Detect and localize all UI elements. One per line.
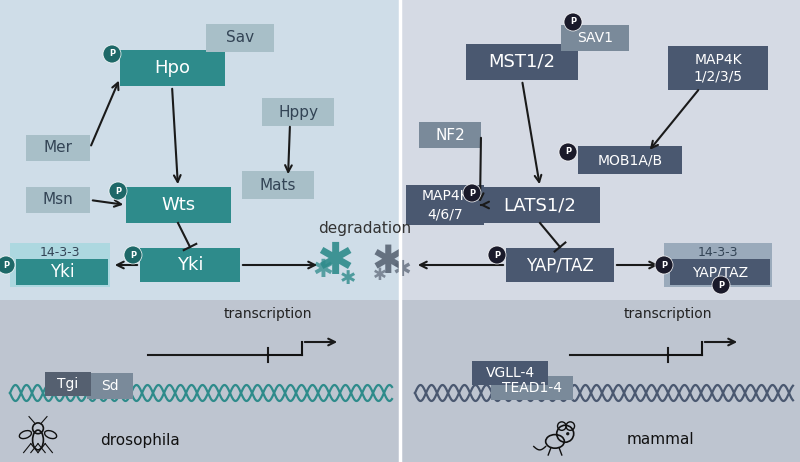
Bar bbox=[87, 373, 133, 399]
Text: Sd: Sd bbox=[101, 379, 119, 393]
Text: ✱: ✱ bbox=[316, 241, 354, 284]
Text: Yki: Yki bbox=[177, 256, 203, 274]
Text: YAP/TAZ: YAP/TAZ bbox=[526, 256, 594, 274]
Text: transcription: transcription bbox=[624, 307, 712, 321]
Text: ✱: ✱ bbox=[340, 268, 356, 287]
Bar bbox=[0, 0, 400, 300]
Text: Sav: Sav bbox=[226, 30, 254, 45]
Text: 1/2/3/5: 1/2/3/5 bbox=[694, 69, 742, 83]
Text: transcription: transcription bbox=[224, 307, 312, 321]
Bar bbox=[119, 50, 225, 86]
Bar bbox=[578, 146, 682, 174]
Bar bbox=[561, 25, 629, 51]
Text: MAP4K: MAP4K bbox=[421, 189, 469, 203]
Text: MST1/2: MST1/2 bbox=[489, 53, 555, 71]
Bar bbox=[16, 259, 108, 285]
Text: ✱: ✱ bbox=[372, 243, 404, 281]
Bar bbox=[506, 248, 614, 282]
Text: P: P bbox=[494, 250, 500, 260]
Text: P: P bbox=[718, 280, 724, 290]
Text: YAP/TAZ: YAP/TAZ bbox=[692, 265, 748, 279]
Circle shape bbox=[103, 45, 121, 63]
Bar bbox=[262, 98, 334, 126]
Bar bbox=[10, 243, 110, 287]
Circle shape bbox=[712, 276, 730, 294]
Circle shape bbox=[566, 432, 569, 435]
Text: P: P bbox=[565, 147, 571, 157]
Bar bbox=[400, 0, 800, 300]
Bar bbox=[45, 372, 91, 396]
Text: P: P bbox=[661, 261, 667, 269]
Text: degradation: degradation bbox=[318, 220, 411, 236]
Text: P: P bbox=[130, 250, 136, 260]
Bar bbox=[26, 135, 90, 161]
Bar bbox=[26, 187, 90, 213]
Bar bbox=[126, 187, 230, 223]
Bar bbox=[140, 248, 240, 282]
Text: P: P bbox=[570, 18, 576, 26]
Bar bbox=[670, 259, 770, 285]
Text: ✱: ✱ bbox=[313, 258, 334, 282]
Text: Yki: Yki bbox=[50, 263, 74, 281]
Text: P: P bbox=[3, 261, 9, 269]
Text: P: P bbox=[109, 49, 115, 59]
Bar bbox=[206, 24, 274, 52]
Circle shape bbox=[564, 13, 582, 31]
Text: VGLL-4: VGLL-4 bbox=[486, 366, 534, 380]
Text: ✱: ✱ bbox=[373, 266, 387, 284]
Circle shape bbox=[488, 246, 506, 264]
Bar bbox=[491, 376, 573, 400]
Text: drosophila: drosophila bbox=[100, 432, 180, 448]
Text: Msn: Msn bbox=[42, 193, 74, 207]
Bar bbox=[0, 300, 800, 462]
Text: Wts: Wts bbox=[161, 196, 195, 214]
Text: ✱: ✱ bbox=[393, 260, 411, 280]
Bar bbox=[480, 187, 600, 223]
Text: Tgi: Tgi bbox=[58, 377, 78, 391]
Text: Mats: Mats bbox=[260, 177, 296, 193]
Text: 4/6/7: 4/6/7 bbox=[427, 207, 463, 221]
Circle shape bbox=[655, 256, 673, 274]
Text: P: P bbox=[469, 188, 475, 197]
Text: 14-3-3: 14-3-3 bbox=[698, 245, 738, 259]
Text: Hppy: Hppy bbox=[278, 104, 318, 120]
Bar bbox=[668, 46, 768, 90]
Text: Mer: Mer bbox=[43, 140, 73, 156]
Text: mammal: mammal bbox=[626, 432, 694, 448]
Text: P: P bbox=[115, 187, 121, 195]
Circle shape bbox=[559, 143, 577, 161]
Circle shape bbox=[463, 184, 481, 202]
Bar bbox=[406, 185, 484, 225]
Text: TEAD1-4: TEAD1-4 bbox=[502, 381, 562, 395]
Text: NF2: NF2 bbox=[435, 128, 465, 142]
Text: 14-3-3: 14-3-3 bbox=[40, 245, 80, 259]
Bar bbox=[242, 171, 314, 199]
Text: LATS1/2: LATS1/2 bbox=[503, 196, 577, 214]
Bar bbox=[419, 122, 481, 148]
Text: MAP4K: MAP4K bbox=[694, 53, 742, 67]
Bar bbox=[472, 361, 548, 385]
Circle shape bbox=[109, 182, 127, 200]
Text: MOB1A/B: MOB1A/B bbox=[598, 153, 662, 167]
Text: Hpo: Hpo bbox=[154, 59, 190, 77]
Text: SAV1: SAV1 bbox=[577, 31, 613, 45]
Circle shape bbox=[124, 246, 142, 264]
Bar bbox=[664, 243, 772, 287]
Circle shape bbox=[0, 256, 15, 274]
Bar bbox=[466, 44, 578, 80]
